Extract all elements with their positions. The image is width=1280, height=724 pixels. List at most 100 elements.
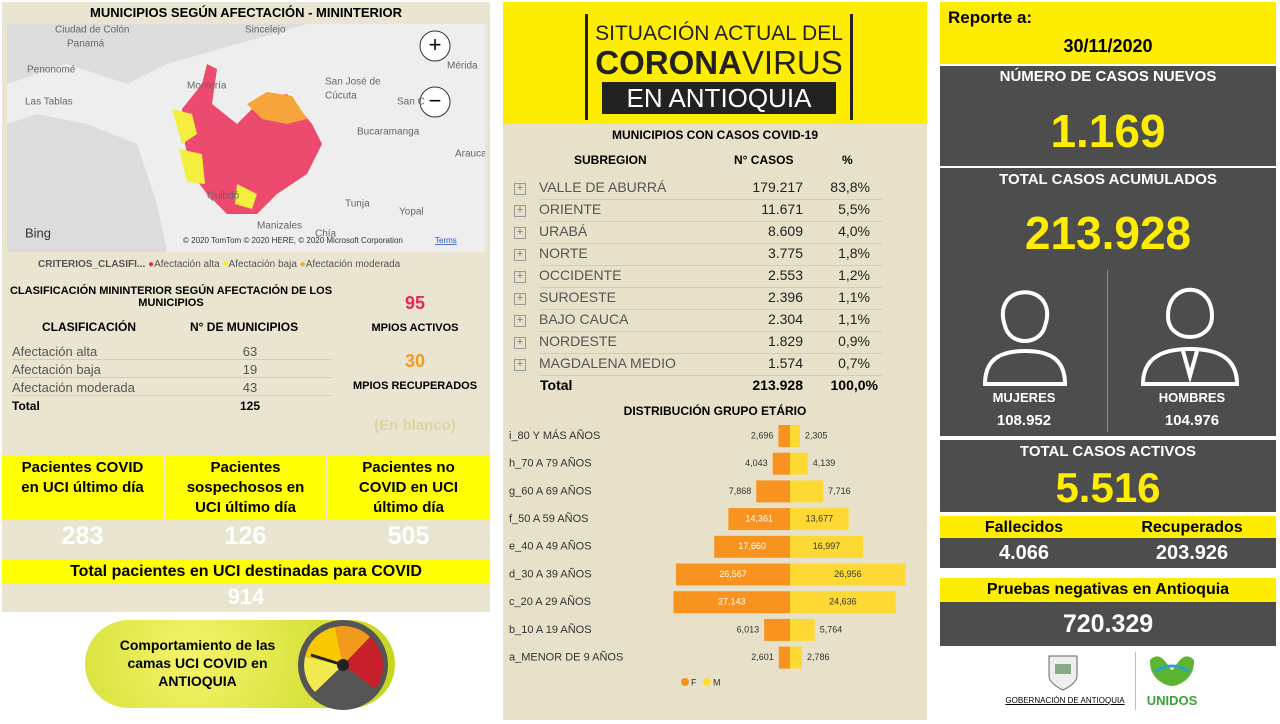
value-label: 26,956 [834, 569, 862, 579]
map-terms[interactable]: Terms [435, 236, 457, 245]
age-bar [756, 480, 790, 503]
outcomes-header [940, 516, 1276, 538]
cases-header: SUBREGION [574, 153, 647, 167]
classification-count: 63 [242, 344, 258, 359]
total-box: TOTAL CASOS ACUMULADOS 213.928 MUJERES 1… [940, 168, 1276, 436]
subregion: ORIENTE [539, 201, 882, 222]
category-label: b_10 A 19 AÑOS [509, 623, 592, 636]
report-label: Reporte a: [948, 8, 1033, 27]
classification-label: Afectación alta [12, 344, 332, 360]
recovered-municipalities: 30 [404, 351, 426, 371]
classification-label: Afectación moderada [12, 380, 332, 396]
map-region-low [172, 109, 257, 209]
total-label: TOTAL CASOS ACUMULADOS [999, 171, 1217, 188]
case-count: 1.574 [767, 355, 803, 371]
cases-total: 213.928 [752, 377, 803, 393]
woman-icon [982, 290, 1068, 386]
case-pct: 1,1% [838, 289, 870, 305]
active-label: TOTAL CASOS ACTIVOS [1019, 443, 1197, 460]
map-attribution: © 2020 TomTom © 2020 HERE, © 2020 Micros… [183, 236, 403, 245]
zoom-out[interactable] [419, 86, 451, 118]
uci-label: Pacientes no COVID en UCI último día [328, 455, 489, 519]
uci-label: Pacientes sospechosos en UCI último día [165, 455, 326, 519]
men: 104.976 [1164, 412, 1220, 429]
uci-total-label: Total pacientes en UCI destinadas para C… [2, 560, 490, 584]
classification-label: Afectación baja [12, 362, 332, 378]
man-icon [1140, 287, 1240, 386]
value-label: 24,636 [829, 597, 857, 607]
zoom-in[interactable] [419, 30, 451, 62]
age-chart: i_80 Y MÁS AÑOS 2,696 2,305 h_70 A 79 AÑOS 4… [509, 425, 906, 687]
place-label: Bucaramanga [357, 127, 420, 138]
total-cases: 213.928 [1024, 207, 1192, 259]
blank-label: (En blanco) [374, 417, 456, 434]
case-count: 8.609 [767, 223, 803, 239]
place-label: Manizales [257, 221, 302, 232]
place-label: San José de [325, 77, 381, 88]
deaths-label: Fallecidos [984, 519, 1064, 536]
uci-value: 505 [387, 522, 430, 550]
outcomes-box: 4.066 203.926 [940, 538, 1276, 568]
place-label: Arauca [455, 149, 485, 160]
new-cases-box: NÚMERO DE CASOS NUEVOS 1.169 [940, 66, 1276, 166]
place-label: Penonomé [27, 65, 76, 76]
place-label: Ciudad de Colón [55, 25, 130, 36]
negative-box: 720.329 [940, 602, 1276, 646]
row-expand: + [514, 315, 526, 327]
subregion: SUROESTE [539, 289, 882, 310]
map: + − Ciudad de Colón Panamá Penonomé Las Tab… [7, 24, 485, 252]
case-pct: 4,0% [838, 223, 870, 239]
classification-total-label: Total [12, 399, 40, 413]
age-bar [790, 508, 849, 531]
value-label: 2,696 [751, 430, 774, 440]
banner-line1: SITUACIÓN ACTUAL DEL [595, 22, 843, 45]
place-label: Yopal [399, 207, 424, 218]
new-cases-label: NÚMERO DE CASOS NUEVOS [999, 68, 1217, 85]
case-count: 2.396 [767, 289, 803, 305]
legend-item: Afectación moderada [305, 259, 401, 270]
value-label: 7,716 [828, 486, 851, 496]
subregion: NORDESTE [539, 333, 882, 354]
gauge-icon [298, 620, 388, 710]
row-expand: + [514, 227, 526, 239]
age-bar [772, 452, 790, 475]
gauge-sector [304, 657, 343, 692]
case-count: 179.217 [752, 179, 803, 195]
legend-marker [681, 678, 689, 686]
chart-title: DISTRIBUCIÓN GRUPO ETÁRIO [623, 404, 807, 418]
row-expand: + [514, 293, 526, 305]
case-count: 11.671 [761, 201, 803, 217]
place-label: Cúcuta [325, 91, 357, 102]
cases-total-label: Total [540, 377, 573, 393]
subregion: VALLE DE ABURRÁ [539, 179, 882, 200]
legend-item: Afectación baja [228, 259, 297, 270]
negative-tests: 720.329 [1062, 610, 1154, 638]
case-count: 1.829 [767, 333, 803, 349]
subregion: URABÁ [539, 223, 882, 244]
deaths: 4.066 [998, 542, 1050, 564]
value-label: 2,305 [805, 430, 828, 440]
subregion: MAGDALENA MEDIO [539, 355, 882, 376]
place-label: Las Tablas [25, 97, 73, 108]
negative-label: Pruebas negativas en Antioquia [940, 578, 1276, 602]
report-date: 30/11/2020 [1063, 36, 1153, 56]
age-bar [790, 480, 824, 503]
classification-header: N° DE MUNICIPIOS [190, 320, 299, 334]
value-label: 4,139 [813, 458, 836, 468]
gov-shield [1048, 655, 1078, 691]
age-bar [790, 452, 808, 475]
place-label: Chía [315, 229, 337, 240]
banner-line2: CORONAVIRUS [588, 44, 850, 82]
category-label: h_70 A 79 AÑOS [509, 457, 592, 470]
category-label: f_50 A 59 AÑOS [509, 512, 589, 525]
bing-logo: Bing [25, 225, 51, 240]
women-label: MUJERES [992, 390, 1056, 405]
footer-divider [1135, 652, 1136, 710]
row-expand: + [514, 249, 526, 261]
category-label: g_60 A 69 AÑOS [509, 484, 592, 497]
row-expand: + [514, 271, 526, 283]
value-label: 2,601 [751, 652, 774, 662]
case-pct: 0,7% [838, 355, 870, 371]
map-title: MUNICIPIOS SEGÚN AFECTACIÓN - MININTERIO… [90, 5, 402, 20]
uci-total: 914 [227, 584, 265, 609]
